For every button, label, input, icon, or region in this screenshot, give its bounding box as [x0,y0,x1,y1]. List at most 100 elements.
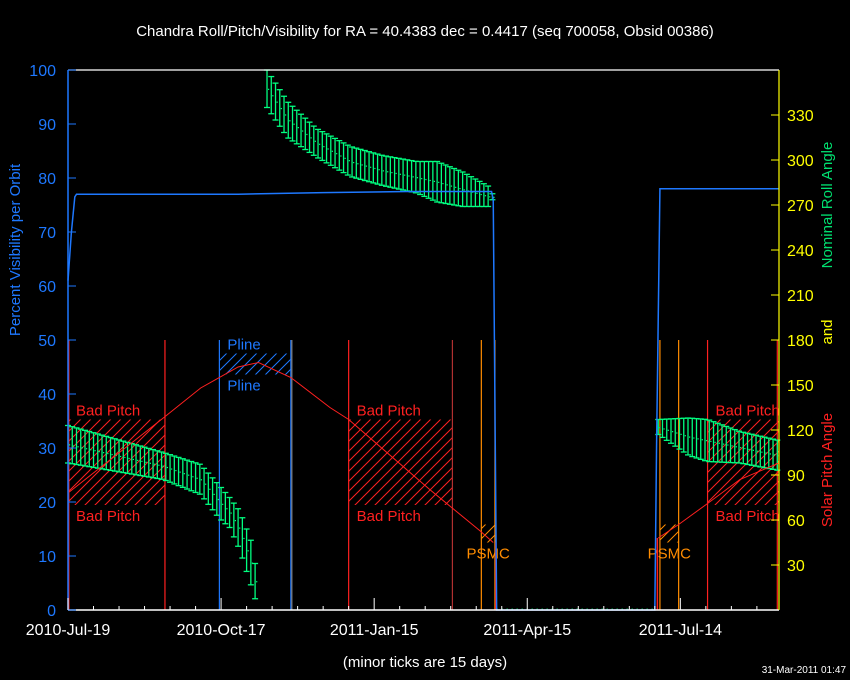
constraint-label-bottom: Pline [227,378,260,395]
roll-error-bar [676,417,683,450]
roll-error-bar [226,496,233,529]
roll-error-bar [154,450,161,480]
roll-error-bar [128,442,135,475]
visibility-series [67,188,779,611]
roll-bar-mid [268,88,270,90]
roll-bar-mid [769,453,771,455]
roll-bar-mid [94,450,96,452]
roll-bar-mid [344,157,346,159]
roll-bar-mid [162,465,164,467]
roll-bar-mid [757,450,759,452]
roll-bar-mid [289,120,291,122]
roll-error-bar [175,456,182,487]
roll-bar-mid [111,453,113,456]
roll-bar-mid [128,457,130,460]
roll-error-bar [133,444,140,476]
y-right-tick-label: 270 [787,198,814,215]
roll-bar-mid [217,498,220,501]
roll-bar-mid [489,196,491,198]
roll-bar-mid [149,462,151,464]
roll-bar-mid [348,160,351,162]
roll-bar-mid [429,179,431,182]
roll-bar-mid [239,527,241,529]
roll-error-bar [99,434,106,470]
constraint-hatch-bad-pitch [348,419,453,505]
roll-bar-mid [353,161,355,164]
roll-bar-mid [680,433,682,435]
x-axis-note: (minor ticks are 15 days) [343,654,507,671]
constraint-label-top: Bad Pitch [76,403,140,420]
roll-error-bar [209,477,216,511]
roll-error-bar [77,428,84,466]
roll-angle-bars [65,69,781,610]
chart-title: Chandra Roll/Pitch/Visibility for RA = 4… [136,23,714,40]
roll-bar-mid [476,192,478,194]
roll-bar-mid [399,173,402,175]
constraint-label-bottom: Bad Pitch [357,508,421,525]
roll-error-bar [222,491,229,525]
roll-bar-mid [693,437,695,439]
constraint-label-bottom: PSMC [648,546,692,563]
roll-error-bar [349,146,356,178]
roll-error-bar [281,95,288,134]
roll-bar-mid [213,493,215,496]
constraint-label-top: Bad Pitch [716,403,780,420]
roll-bar-mid [765,452,767,454]
roll-bar-mid [706,439,708,442]
roll-error-bar [293,109,300,145]
roll-bar-mid [659,427,661,429]
roll-bar-mid [710,440,712,443]
roll-error-bar [145,447,152,478]
roll-error-bar [116,439,123,473]
roll-bar-mid [90,449,92,451]
roll-error-bar [740,431,747,465]
roll-bar-mid [416,177,419,179]
roll-error-bar [205,472,212,505]
y-right-label-roll: Nominal Roll Angle [819,142,836,269]
roll-bar-mid [667,429,669,431]
roll-bar-mid [98,451,100,453]
roll-bar-mid [723,443,725,445]
y-left-tick-label: 20 [38,495,56,512]
roll-error-bar [353,147,360,179]
roll-bar-mid [230,512,232,514]
roll-bar-mid [280,107,282,110]
roll-bar-mid [209,488,211,490]
roll-error-bar [480,183,487,208]
y-left-tick-label: 0 [47,603,56,620]
roll-bar-mid [718,442,720,444]
roll-bar-mid [395,172,397,175]
roll-error-bar [306,121,313,154]
roll-bar-mid [480,193,482,196]
roll-error-bar [770,438,777,471]
roll-bar-mid [243,537,245,540]
roll-error-bar [171,455,178,485]
roll-bar-mid [154,463,156,465]
roll-error-bar [357,148,364,180]
roll-bar-mid [285,114,287,116]
y-right-tick-label: 60 [787,513,805,530]
roll-bar-mid [205,483,207,485]
pitch-angle-segment [67,361,494,543]
y-left-tick-label: 100 [29,63,56,80]
roll-bar-mid [408,175,410,177]
roll-error-bar [438,162,445,204]
roll-bar-mid [226,508,228,510]
roll-bar-mid [145,461,147,463]
roll-error-bar [327,135,334,166]
roll-bar-mid [196,477,198,479]
roll-error-bar [667,418,674,444]
roll-error-bar [361,149,368,182]
roll-error-bar [82,429,89,467]
roll-bar-mid [493,196,495,198]
roll-bar-mid [748,448,750,451]
roll-bar-mid [438,181,440,183]
x-tick-label: 2011-Jul-14 [639,622,722,639]
roll-bar-mid [450,185,453,187]
roll-bar-mid [103,452,105,454]
roll-error-bar [455,169,462,207]
roll-error-bar [400,158,407,191]
roll-error-bar [247,539,254,586]
roll-error-bar [268,75,275,115]
y-left-tick-label: 40 [38,387,56,404]
